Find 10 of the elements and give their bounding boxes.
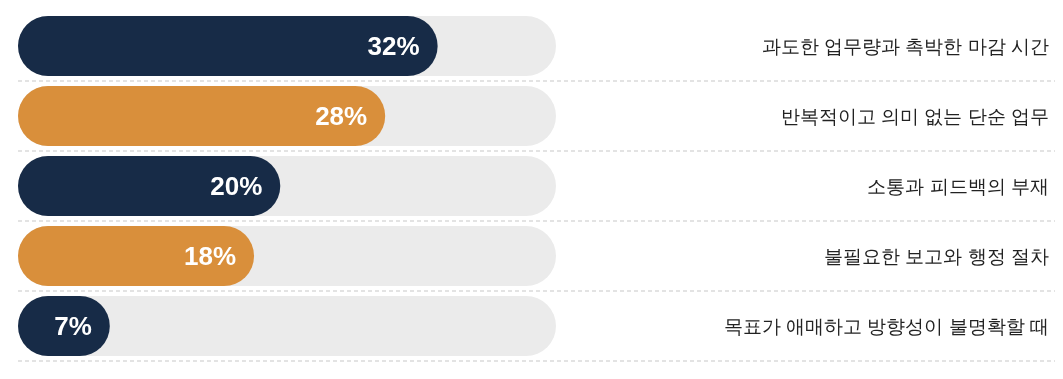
data-label: 18% (184, 241, 237, 271)
y-tick-label: 과도한 업무량과 촉박한 마감 시간 (761, 36, 1049, 57)
y-tick-label: 반복적이고 의미 없는 단순 업무 (780, 106, 1049, 127)
y-tick-label: 소통과 피드백의 부재 (867, 176, 1049, 197)
data-label: 7% (54, 311, 92, 341)
data-label: 20% (210, 171, 263, 201)
y-tick-label: 불필요한 보고와 행정 절차 (824, 246, 1049, 267)
data-label: 32% (367, 31, 420, 61)
data-label: 28% (315, 101, 368, 131)
y-tick-label: 목표가 애매하고 방향성이 불명확할 때 (723, 316, 1049, 337)
